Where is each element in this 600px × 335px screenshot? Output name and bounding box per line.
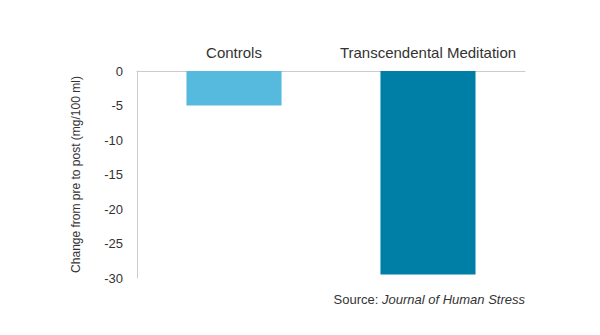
svg-text:-20: -20 <box>104 202 123 217</box>
svg-text:Transcendental Meditation: Transcendental Meditation <box>340 44 516 61</box>
svg-text:-10: -10 <box>104 133 123 148</box>
svg-text:0: 0 <box>116 64 123 79</box>
svg-text:Source:: Source: <box>334 292 382 307</box>
svg-text:Journal of Human Stress: Journal of Human Stress <box>381 292 526 307</box>
svg-text:-25: -25 <box>104 236 123 251</box>
svg-text:-5: -5 <box>111 98 123 113</box>
svg-text:Controls: Controls <box>206 44 262 61</box>
svg-text:-30: -30 <box>104 271 123 286</box>
svg-text:-15: -15 <box>104 167 123 182</box>
svg-text:Change from pre to post (mg/10: Change from pre to post (mg/100 ml) <box>69 76 83 273</box>
